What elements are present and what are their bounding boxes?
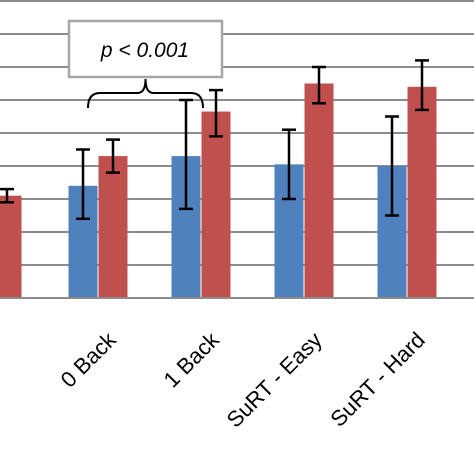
x-tick-label: 0 Back bbox=[56, 326, 122, 392]
bar bbox=[98, 156, 128, 298]
annotation-text: p < 0.001 bbox=[100, 39, 189, 62]
x-tick-label: SuRT - Easy bbox=[222, 327, 327, 432]
error-bars bbox=[0, 59, 429, 221]
bar bbox=[304, 83, 334, 298]
significance-annotation: p < 0.001 bbox=[67, 19, 224, 109]
bar bbox=[407, 86, 437, 298]
bar bbox=[0, 195, 22, 298]
x-tick-label: 1 Back bbox=[159, 326, 225, 392]
bar bbox=[201, 111, 231, 298]
x-tick-label: SuRT - Hard bbox=[325, 327, 429, 431]
annotation-brace bbox=[87, 78, 204, 109]
bars bbox=[0, 83, 437, 298]
annotation-box bbox=[67, 19, 224, 79]
